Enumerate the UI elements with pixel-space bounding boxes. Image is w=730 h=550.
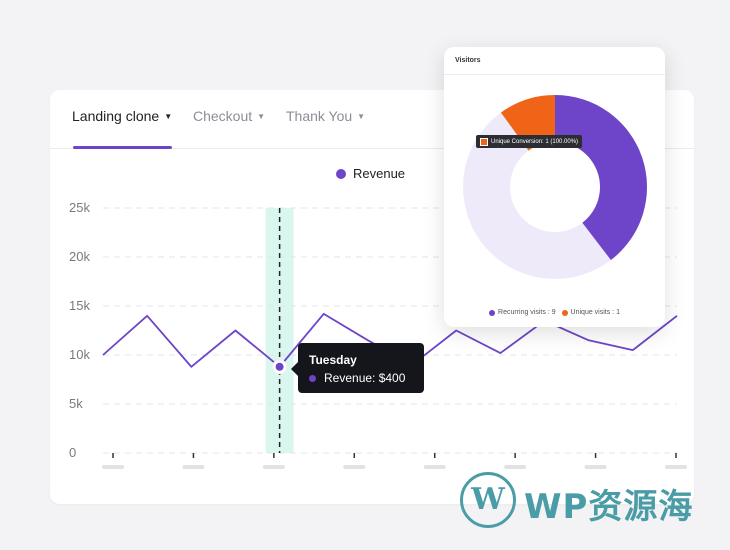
logo-letter: W [471,482,505,517]
tooltip-value: Revenue: $400 [324,371,406,385]
legend-label: Revenue [353,166,406,181]
y-tick-label: 5k [69,396,83,411]
visitors-header: Visitors [444,47,665,75]
active-tab-indicator [73,146,172,149]
tab-label: Thank You [286,108,353,124]
tooltip-row: Revenue: $400 [309,371,405,385]
legend-item-label: Unique visits : 1 [570,309,620,316]
tab-label: Landing clone [72,108,160,124]
tab-label: Checkout [193,108,253,124]
x-tick-label-placeholder [182,465,205,469]
watermark-text: WP资源海 [524,487,694,527]
watermark: W WP资源海 [458,470,718,530]
x-tick-label-placeholder [102,465,124,469]
x-tick-label-placeholder [343,465,366,469]
orange-dot-icon [561,309,568,316]
visitors-card: Visitors Unique Conversion: 1 (100.00%) … [444,47,665,327]
legend-item-unique[interactable]: Unique visits : 1 [561,309,620,316]
donut-legend: Recurring visits : 9 Unique visits : 1 [444,309,665,318]
hover-point [275,362,284,371]
purple-dot-icon [489,309,496,316]
caret-down-icon: ▼ [357,112,366,121]
visitors-title: Visitors [455,57,481,64]
tooltip-title: Tuesday [309,353,357,367]
legend-dot-icon [336,168,346,179]
donut-tooltip: Unique Conversion: 1 (100.00%) [476,135,583,148]
wordpress-logo-icon: W [460,472,516,528]
caret-down-icon: ▼ [164,112,173,121]
chart-legend[interactable]: Revenue [336,166,405,181]
tab-checkout[interactable]: Checkout ▼ [193,108,265,124]
y-tick-label: 25k [69,200,90,215]
orange-swatch-icon [480,137,488,146]
y-tick-label: 0 [69,445,76,460]
visitors-donut-chart[interactable] [444,47,665,327]
chart-tooltip: Tuesday Revenue: $400 [291,343,424,393]
series-dot-icon [309,374,316,382]
y-tick-label: 15k [69,298,90,313]
legend-item-label: Recurring visits : 9 [498,309,556,316]
donut-tooltip-text: Unique Conversion: 1 (100.00%) [491,138,579,145]
tab-thank-you[interactable]: Thank You ▼ [286,108,365,124]
y-tick-label: 10k [69,347,90,362]
x-tick-label-placeholder [665,465,687,469]
y-tick-label: 20k [69,249,90,264]
caret-down-icon: ▼ [257,112,266,121]
x-tick-label-placeholder [262,465,285,469]
tab-landing-clone[interactable]: Landing clone ▼ [72,108,172,124]
funnel-tabs: Landing clone ▼ Checkout ▼ Thank You ▼ [50,90,694,149]
x-tick-label-placeholder [584,465,607,469]
legend-item-recurring[interactable]: Recurring visits : 9 [489,309,556,316]
x-tick-label-placeholder [504,465,527,469]
x-tick-label-placeholder [423,465,446,469]
